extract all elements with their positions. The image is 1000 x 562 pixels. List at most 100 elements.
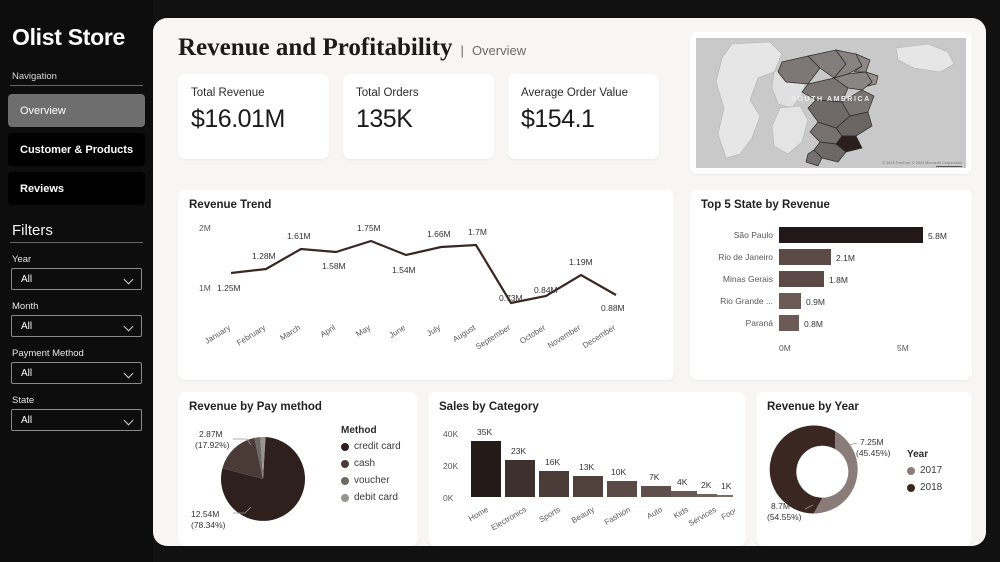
choropleth-map[interactable]: SOUTH AMERICA © 2024 TomTom, © 2024 Micr… (696, 38, 966, 168)
svg-text:Rio Grande ...: Rio Grande ... (720, 296, 773, 306)
svg-text:12.54M: 12.54M (191, 509, 219, 519)
state-category-labels: São Paulo Rio de Janeiro Minas Gerais Ri… (718, 230, 773, 328)
legend-label: 2017 (920, 465, 943, 476)
category-data-labels: 35K 23K 16K 13K 10K 7K 4K 2K 1K (477, 427, 732, 491)
filter-value-year: All (21, 273, 33, 285)
svg-text:Food: Food (720, 505, 735, 522)
revenue-trend-chart[interactable]: 2M 1M 1.25M 1.28M 1.61M 1.58M 1.75M 1.54… (189, 211, 663, 373)
svg-text:Minas Gerais: Minas Gerais (723, 274, 773, 284)
filter-select-year[interactable]: All (11, 268, 142, 290)
top-states-chart[interactable]: São Paulo Rio de Janeiro Minas Gerais Ri… (701, 211, 961, 373)
filter-label-state: State (12, 395, 35, 406)
svg-text:Rio de Janeiro: Rio de Janeiro (718, 252, 773, 262)
trend-data-labels: 1.25M 1.28M 1.61M 1.58M 1.75M 1.54M 1.66… (217, 223, 625, 313)
legend-item-credit-card[interactable]: credit card (341, 441, 401, 452)
pay-method-pie-chart[interactable]: 2.87M (17.92%) 12.54M (78.34%) (189, 413, 337, 539)
pie-leader-lines (233, 438, 252, 514)
sales-by-category-card: Sales by Category 40K 20K 0K (428, 392, 746, 546)
kpi-label: Total Revenue (191, 87, 265, 99)
kpi-label: Average Order Value (521, 87, 628, 99)
sidebar-item-overview[interactable]: Overview (8, 94, 145, 127)
svg-text:35K: 35K (477, 427, 492, 437)
svg-text:0.9M: 0.9M (806, 297, 825, 307)
svg-text:May: May (354, 323, 372, 339)
kpi-value: $16.01M (191, 105, 285, 133)
svg-text:13K: 13K (579, 462, 594, 472)
x-tick-0m: 0M (779, 343, 791, 353)
svg-text:4K: 4K (677, 477, 688, 487)
svg-text:2.87M: 2.87M (199, 429, 223, 439)
legend-title: Year (907, 449, 929, 460)
svg-text:2.1M: 2.1M (836, 253, 855, 263)
top-states-card: Top 5 State by Revenue São Paulo Rio de … (690, 190, 972, 380)
svg-text:1.61M: 1.61M (287, 231, 311, 241)
sidebar-item-label: Customer & Products (20, 143, 134, 156)
sales-by-category-chart[interactable]: 40K 20K 0K 35K 23K (439, 413, 740, 539)
filter-label-year: Year (12, 254, 32, 265)
svg-text:Electronics: Electronics (490, 505, 528, 532)
y-tick-1m: 1M (199, 283, 211, 293)
svg-text:0.88M: 0.88M (601, 303, 625, 313)
svg-text:1.8M: 1.8M (829, 275, 848, 285)
filters-label: Filters (12, 222, 53, 239)
svg-text:1.66M: 1.66M (427, 229, 451, 239)
filter-select-state[interactable]: All (11, 409, 142, 431)
sidebar-item-customer-products[interactable]: Customer & Products (8, 133, 145, 166)
map-card[interactable]: SOUTH AMERICA © 2024 TomTom, © 2024 Micr… (690, 32, 972, 174)
donut-data-labels: 7.25M (45.45%) 8.7M (54.55%) (767, 437, 891, 522)
top-states-title: Top 5 State by Revenue (701, 199, 830, 211)
legend-item-voucher[interactable]: voucher (341, 475, 401, 486)
category-bars (471, 441, 733, 497)
map-region-label: SOUTH AMERICA (791, 96, 871, 103)
y-tick-2m: 2M (199, 223, 211, 233)
legend-item-cash[interactable]: cash (341, 458, 401, 469)
kpi-card-total-revenue: Total Revenue $16.01M (178, 74, 329, 159)
svg-text:(45.45%): (45.45%) (856, 448, 891, 458)
chevron-down-icon (125, 416, 134, 425)
trend-line (230, 239, 617, 305)
filter-value-state: All (21, 414, 33, 426)
revenue-by-year-title: Revenue by Year (767, 401, 859, 413)
state-bars (779, 227, 923, 331)
svg-text:April: April (319, 323, 338, 339)
sidebar: Olist Store Navigation Overview Customer… (0, 0, 153, 562)
svg-text:Services: Services (687, 505, 718, 528)
svg-text:September: September (474, 323, 512, 352)
svg-text:October: October (518, 323, 547, 346)
category-x-labels: Home Electronics Sports Beauty Fashion A… (467, 505, 740, 533)
page-title: Revenue and Profitability | Overview (168, 32, 971, 62)
legend-label: 2018 (920, 482, 943, 493)
svg-text:(17.92%): (17.92%) (195, 440, 230, 450)
sidebar-item-label: Reviews (20, 182, 65, 195)
legend-item-2018[interactable]: 2018 (907, 482, 942, 493)
filter-select-month[interactable]: All (11, 315, 142, 337)
legend-item-debit-card[interactable]: debit card (341, 492, 401, 503)
filters-divider (10, 242, 143, 243)
revenue-by-year-donut-chart[interactable]: 7.25M (45.45%) 8.7M (54.55%) (767, 413, 907, 539)
kpi-value: 135K (356, 105, 413, 133)
legend-swatch-icon (341, 459, 349, 468)
svg-text:February: February (235, 323, 267, 348)
page-title-sub: Overview (471, 43, 527, 58)
svg-text:1.7M: 1.7M (468, 227, 487, 237)
svg-text:January: January (203, 323, 232, 346)
svg-text:2K: 2K (701, 480, 712, 490)
report-canvas: Revenue and Profitability | Overview Tot… (153, 18, 986, 546)
svg-text:7.25M: 7.25M (860, 437, 884, 447)
revenue-by-pay-method-title: Revenue by Pay method (189, 401, 322, 413)
svg-text:March: March (278, 323, 302, 342)
pie-data-labels: 2.87M (17.92%) 12.54M (78.34%) (191, 429, 230, 530)
legend-item-2017[interactable]: 2017 (907, 465, 942, 476)
page-title-main: Revenue and Profitability (178, 34, 453, 61)
navigation-divider (10, 85, 143, 86)
kpi-value: $154.1 (521, 105, 595, 133)
sidebar-item-label: Overview (20, 104, 66, 117)
map-svg: SOUTH AMERICA (696, 38, 966, 168)
legend-label: cash (354, 458, 376, 469)
filter-select-payment-method[interactable]: All (11, 362, 142, 384)
brand-title: Olist Store (12, 24, 126, 50)
kpi-card-total-orders: Total Orders 135K (343, 74, 494, 159)
svg-text:Auto: Auto (645, 505, 664, 521)
filter-label-payment-method: Payment Method (12, 348, 84, 359)
sidebar-item-reviews[interactable]: Reviews (8, 172, 145, 205)
